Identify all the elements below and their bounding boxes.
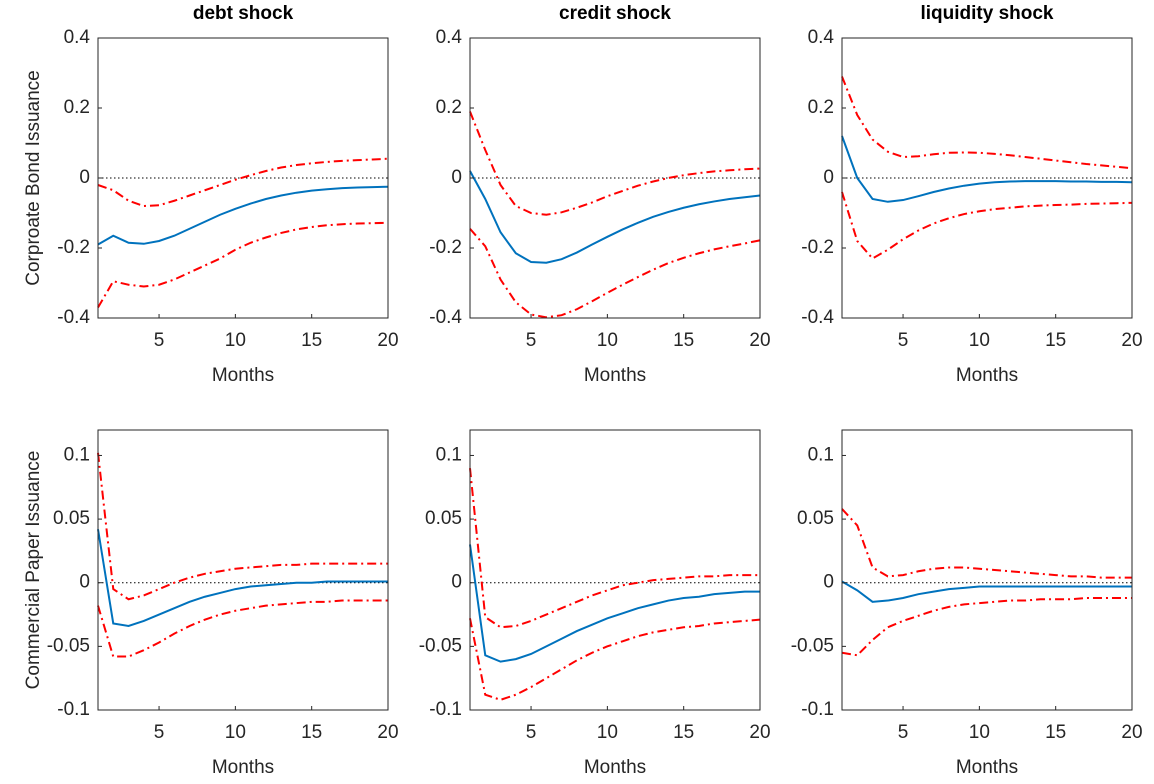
series-line — [97, 529, 388, 628]
series-line — [469, 544, 760, 663]
x-axis-label: Months — [956, 757, 1018, 778]
panel-title: liquidity shock — [920, 3, 1053, 24]
y-tick-label: 0.05 — [425, 508, 462, 529]
y-tick-label: -0.05 — [419, 635, 462, 656]
x-tick-label: 10 — [597, 330, 618, 351]
x-tick-label: 10 — [597, 722, 618, 743]
x-tick-label: 5 — [154, 722, 165, 743]
x-axis-label: Months — [584, 757, 646, 778]
x-tick-label: 10 — [225, 722, 246, 743]
x-tick-label: 10 — [969, 330, 990, 351]
y-tick-label: 0.1 — [808, 444, 834, 465]
y-tick-label: -0.2 — [57, 237, 90, 258]
x-tick-label: 15 — [673, 330, 694, 351]
x-tick-label: 10 — [969, 722, 990, 743]
x-tick-label: 20 — [749, 330, 770, 351]
y-tick-label: -0.05 — [791, 635, 834, 656]
series-line — [841, 508, 1132, 579]
y-tick-label: 0 — [823, 167, 834, 188]
y-tick-label: 0 — [451, 167, 462, 188]
axes-box — [97, 429, 389, 711]
x-tick-label: 15 — [673, 722, 694, 743]
x-tick-label: 5 — [154, 330, 165, 351]
series-line — [841, 135, 1133, 203]
y-tick-label: 0.2 — [64, 97, 90, 118]
axes-box — [469, 429, 761, 711]
x-tick-label: 15 — [1045, 722, 1066, 743]
y-tick-label: -0.1 — [801, 699, 834, 720]
series-line — [469, 228, 761, 319]
series-line — [97, 599, 388, 658]
x-tick-label: 20 — [1121, 722, 1142, 743]
x-axis-label: Months — [956, 365, 1018, 386]
y-tick-label: 0 — [79, 572, 90, 593]
y-tick-label: 0.4 — [436, 27, 463, 48]
y-tick-label: -0.4 — [429, 307, 462, 328]
y-tick-label: -0.2 — [801, 237, 834, 258]
x-tick-label: 20 — [377, 330, 398, 351]
x-tick-label: 5 — [898, 722, 909, 743]
series-line — [469, 170, 761, 264]
x-tick-label: 15 — [1045, 330, 1066, 351]
y-tick-label: 0.4 — [808, 27, 835, 48]
series-line — [841, 580, 1132, 603]
x-axis-label: Months — [212, 757, 274, 778]
panel-title: credit shock — [559, 3, 671, 24]
y-axis-label: Corproate Bond Issuance — [23, 70, 44, 285]
series-line — [97, 452, 388, 601]
x-tick-label: 10 — [225, 330, 246, 351]
y-tick-label: 0.2 — [436, 97, 462, 118]
y-tick-label: 0.4 — [64, 27, 91, 48]
x-tick-label: 20 — [1121, 330, 1142, 351]
series-line — [841, 597, 1132, 657]
series-line — [469, 468, 760, 629]
x-tick-label: 5 — [526, 722, 537, 743]
x-axis-label: Months — [212, 365, 274, 386]
series-line — [97, 185, 389, 246]
series-line — [841, 191, 1133, 260]
y-tick-label: 0 — [451, 572, 462, 593]
y-tick-label: -0.2 — [429, 237, 462, 258]
y-tick-label: -0.4 — [801, 307, 834, 328]
y-tick-label: 0.1 — [436, 444, 462, 465]
series-line — [841, 76, 1133, 170]
x-axis-label: Months — [584, 365, 646, 386]
y-tick-label: -0.1 — [57, 699, 90, 720]
y-tick-label: 0.05 — [797, 508, 834, 529]
panel-title: debt shock — [193, 3, 294, 24]
series-line — [469, 111, 761, 216]
y-axis-label: Commercial Paper Issuance — [23, 451, 44, 690]
y-tick-label: -0.1 — [429, 699, 462, 720]
y-tick-label: 0 — [823, 572, 834, 593]
y-tick-label: 0.1 — [64, 444, 90, 465]
x-tick-label: 15 — [301, 330, 322, 351]
y-tick-label: -0.05 — [47, 635, 90, 656]
x-tick-label: 5 — [526, 330, 537, 351]
y-tick-label: -0.4 — [57, 307, 90, 328]
y-tick-label: 0 — [79, 167, 90, 188]
series-line — [97, 157, 389, 208]
x-tick-label: 20 — [377, 722, 398, 743]
x-tick-label: 20 — [749, 722, 770, 743]
y-tick-label: 0.2 — [808, 97, 834, 118]
axes-box — [841, 429, 1133, 711]
x-tick-label: 15 — [301, 722, 322, 743]
series-line — [97, 221, 389, 309]
y-tick-label: 0.05 — [53, 508, 90, 529]
x-tick-label: 5 — [898, 330, 909, 351]
